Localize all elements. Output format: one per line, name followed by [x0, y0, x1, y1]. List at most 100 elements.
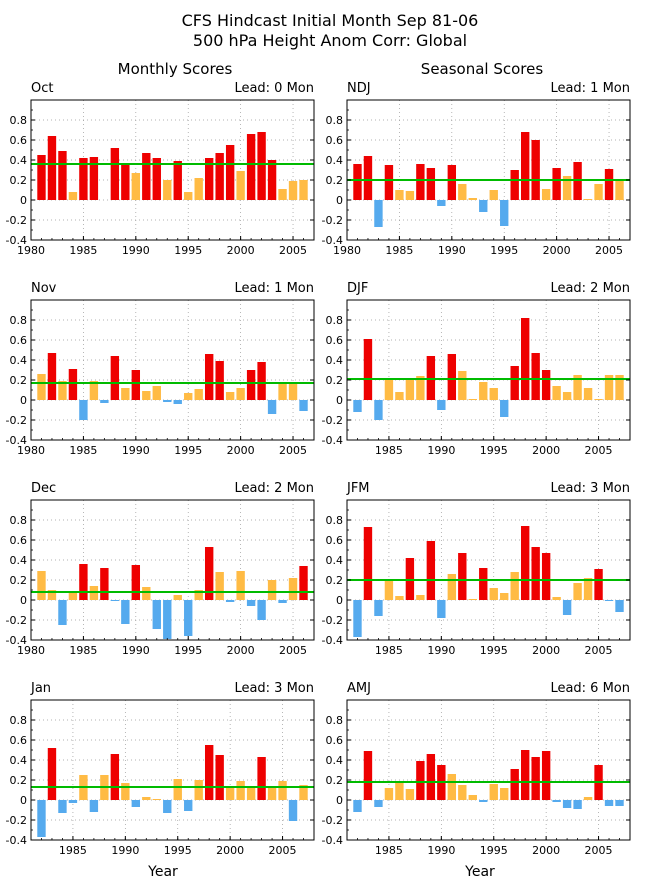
bar [131, 800, 141, 807]
x-tick-label: 2005 [585, 844, 613, 857]
bar [121, 164, 130, 200]
y-tick-label: 0 [336, 194, 343, 207]
panels: -0.4 -0.2 0 0.2 0.4 0.6 0.8 1980 1985 1990 1995 200… [6, 81, 631, 857]
bar [489, 388, 498, 400]
bar [594, 184, 603, 200]
x-tick-label: 2005 [595, 244, 623, 257]
x-tick-label: 1990 [111, 844, 139, 857]
bar [520, 526, 530, 600]
x-axis-label-right: Year [464, 864, 495, 880]
bar [246, 370, 256, 400]
right-column-header: Seasonal Scores [421, 60, 544, 78]
bar [257, 600, 266, 620]
plot-frame [30, 499, 315, 641]
bar [458, 785, 467, 800]
bar [47, 136, 57, 200]
bar [615, 800, 624, 806]
x-tick-label: 1990 [427, 644, 455, 657]
bar [299, 180, 308, 200]
bar [278, 600, 287, 603]
bar [531, 140, 540, 200]
bar [458, 553, 467, 600]
x-tick-label: 1980 [17, 444, 45, 457]
bar [447, 165, 457, 200]
bar [531, 353, 540, 400]
bar [204, 547, 214, 600]
bar [79, 158, 88, 200]
x-tick-label: 2000 [532, 444, 560, 457]
bar [299, 785, 308, 800]
x-tick-label: 1990 [438, 244, 466, 257]
y-tick-label: 0.6 [326, 134, 344, 147]
bar [58, 600, 67, 625]
plot-frame [30, 699, 315, 841]
x-tick-label: 1985 [59, 844, 87, 857]
y-tick-label: -0.4 [322, 234, 343, 247]
panel-name: AMJ [347, 681, 371, 696]
panel-oct: -0.4 -0.2 0 0.2 0.4 0.6 0.8 1980 1985 1990 1995 200… [6, 81, 315, 257]
panel-name: Jan [30, 681, 51, 696]
bar [384, 379, 394, 400]
x-tick-label: 2000 [532, 644, 560, 657]
bar [468, 599, 477, 600]
bar [426, 754, 436, 800]
bar [184, 600, 193, 636]
bar [437, 200, 446, 206]
y-tick-label: 0.4 [10, 554, 28, 567]
bar [89, 800, 99, 812]
bar [110, 754, 120, 800]
lead-label: Lead: 3 Mon [234, 681, 314, 696]
bar [489, 784, 498, 800]
bar [583, 388, 593, 400]
bar [257, 757, 266, 800]
bar [552, 168, 561, 200]
x-tick-label: 1995 [480, 844, 508, 857]
bar [236, 171, 245, 200]
bar [458, 184, 467, 200]
bar [447, 574, 457, 600]
x-tick-label: 1990 [427, 444, 455, 457]
bar [89, 157, 99, 200]
plot-frame [346, 299, 631, 441]
y-tick-label: 0.8 [10, 514, 28, 527]
bar [288, 578, 298, 600]
panel-name: JFM [346, 481, 370, 496]
bar [37, 155, 46, 200]
bar [416, 376, 425, 400]
y-tick-label: -0.2 [322, 814, 343, 827]
y-tick-label: -0.2 [6, 614, 27, 627]
y-tick-label: 0.4 [326, 554, 344, 567]
bar [363, 527, 373, 600]
y-tick-label: 0.4 [326, 154, 344, 167]
y-tick-label: 0.8 [326, 514, 344, 527]
bar [58, 800, 67, 813]
x-tick-label: 2000 [216, 844, 244, 857]
y-tick-label: 0.4 [10, 154, 28, 167]
bar [395, 596, 404, 600]
panel-amj: -0.4 -0.2 0 0.2 0.4 0.6 0.8 1985 1990 1995 2000 200… [322, 681, 631, 857]
y-tick-label: 0.2 [10, 574, 28, 587]
bar [552, 386, 561, 400]
y-tick-label: 0.2 [10, 774, 28, 787]
y-tick-label: 0.2 [326, 374, 344, 387]
bar [194, 590, 203, 600]
bar [500, 400, 509, 417]
bar [163, 180, 172, 200]
bar [257, 362, 266, 400]
bar [500, 200, 509, 226]
bar [552, 597, 561, 600]
bar [184, 800, 193, 811]
x-tick-label: 1990 [122, 244, 150, 257]
bar [194, 780, 203, 800]
bar [89, 381, 99, 400]
bar [363, 339, 373, 400]
bar [489, 190, 498, 200]
bar [47, 353, 57, 400]
bar [299, 566, 308, 600]
y-tick-label: 0.8 [10, 714, 28, 727]
bar [405, 789, 415, 800]
x-tick-label: 1990 [122, 644, 150, 657]
x-tick-label: 2005 [279, 444, 307, 457]
bar [163, 400, 172, 402]
